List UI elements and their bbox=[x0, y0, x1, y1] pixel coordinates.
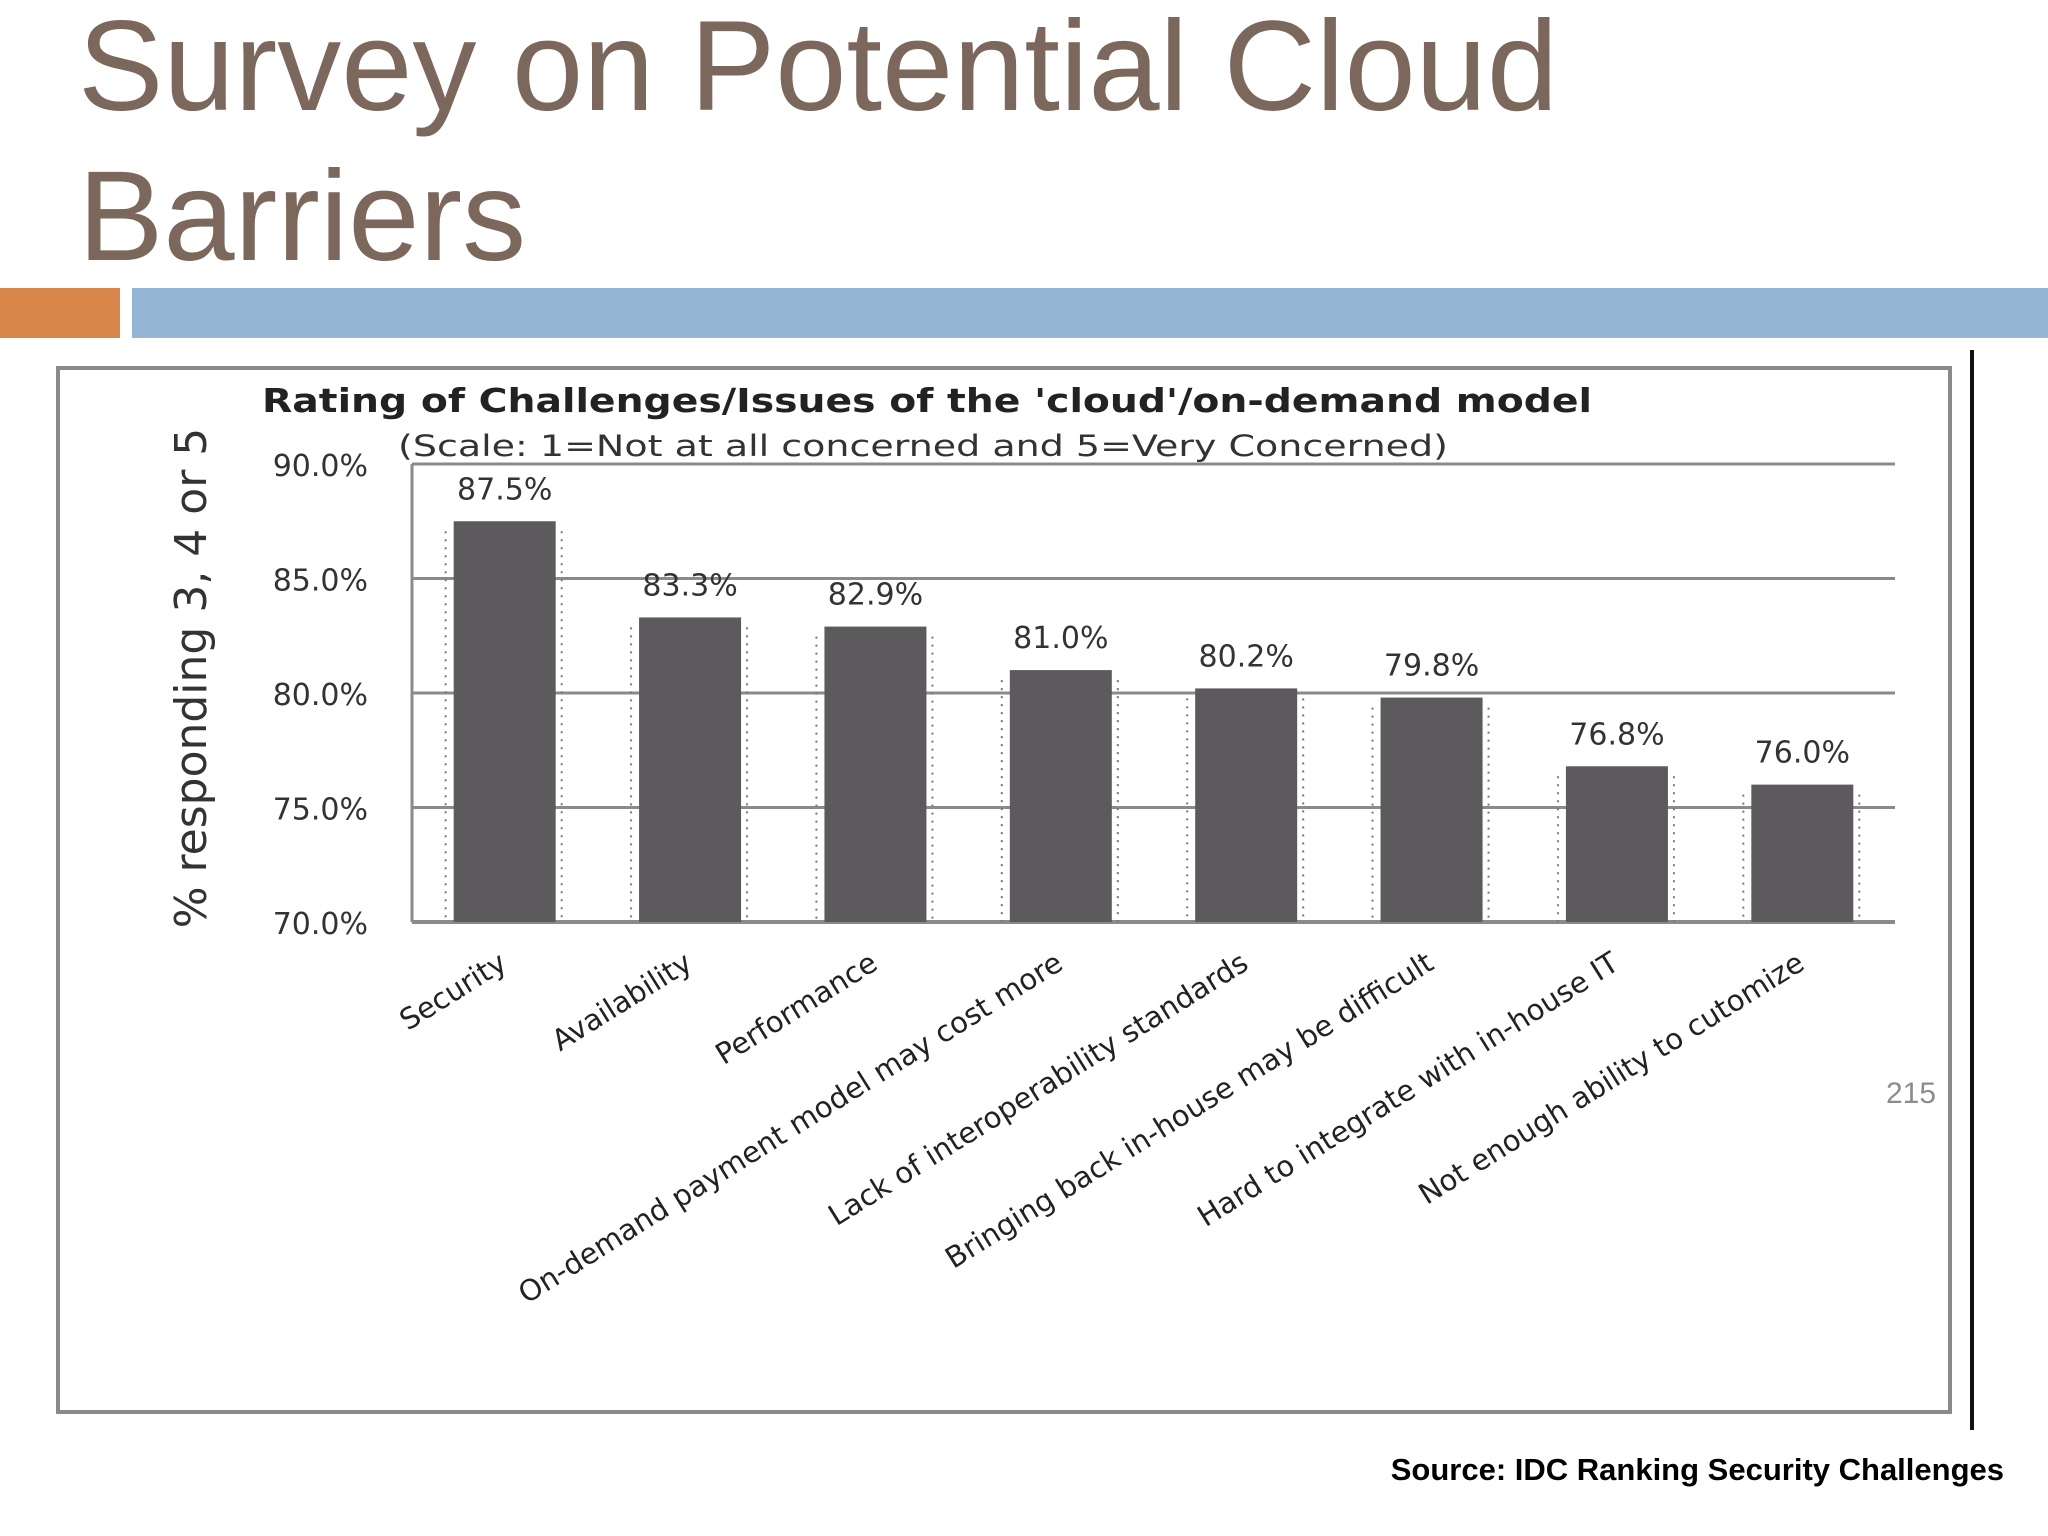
x-tick-label: Performance bbox=[709, 945, 883, 1071]
slide-title-line-2: Barriers bbox=[78, 145, 527, 288]
x-tick-label: Security bbox=[393, 945, 512, 1037]
y-tick-label: 75.0% bbox=[273, 793, 368, 828]
bar bbox=[453, 521, 556, 922]
data-label: 82.9% bbox=[828, 578, 923, 613]
chart-subtitle: (Scale: 1=Not at all concerned and 5=Ver… bbox=[398, 429, 1448, 463]
bar bbox=[1751, 784, 1854, 922]
data-label: 83.3% bbox=[642, 568, 737, 603]
x-tick-label: Not enough ability to cutomize bbox=[1412, 945, 1810, 1211]
bar bbox=[824, 626, 927, 922]
y-tick-label: 90.0% bbox=[273, 449, 368, 484]
slide-title-line-1: Survey on Potential Cloud bbox=[78, 0, 1558, 138]
accent-bar-orange bbox=[0, 288, 120, 338]
chart-title: Rating of Challenges/Issues of the 'clou… bbox=[262, 381, 1592, 420]
data-label: 76.8% bbox=[1569, 717, 1664, 752]
y-axis-label: % responding 3, 4 or 5 bbox=[166, 428, 217, 929]
slide-title: Survey on Potential Cloud Barriers bbox=[78, 0, 1578, 292]
vertical-divider bbox=[1970, 350, 1974, 1430]
bar bbox=[1380, 697, 1483, 922]
bar bbox=[639, 617, 742, 922]
data-label: 81.0% bbox=[1013, 621, 1108, 656]
page-number: 215 bbox=[1886, 1077, 1937, 1110]
accent-bar-blue bbox=[132, 288, 2048, 338]
data-label: 80.2% bbox=[1199, 639, 1294, 674]
bar bbox=[1009, 670, 1112, 922]
source-note: Source: IDC Ranking Security Challenges bbox=[1390, 1452, 2004, 1487]
data-label: 76.0% bbox=[1755, 736, 1850, 771]
data-label: 79.8% bbox=[1384, 649, 1479, 684]
x-tick-label: Availability bbox=[546, 945, 698, 1058]
bar bbox=[1195, 688, 1298, 922]
y-tick-label: 85.0% bbox=[273, 564, 368, 599]
bar bbox=[1565, 766, 1668, 922]
y-tick-label: 80.0% bbox=[273, 678, 368, 713]
data-label: 87.5% bbox=[457, 472, 552, 507]
y-tick-label: 70.0% bbox=[273, 907, 368, 942]
